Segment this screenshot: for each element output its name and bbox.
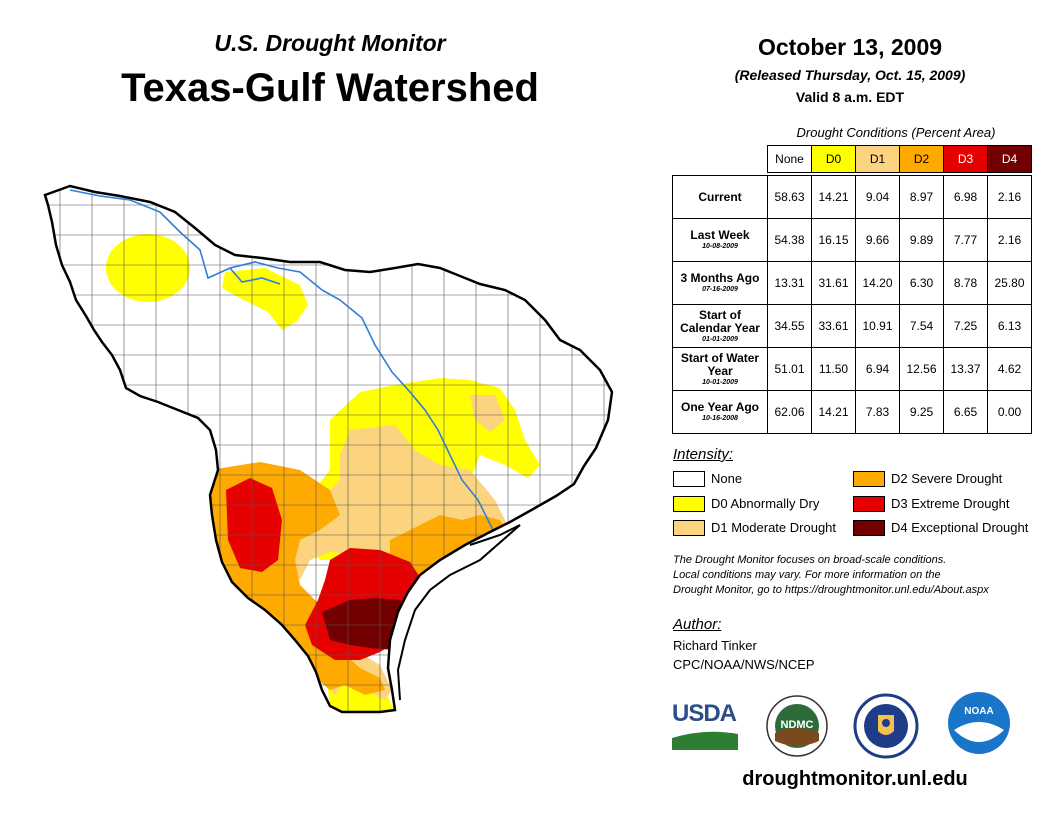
table-cell: 7.54 xyxy=(899,304,944,348)
table-cell: 9.66 xyxy=(855,218,900,262)
commerce-seal-icon xyxy=(853,693,919,759)
table-corner xyxy=(673,146,768,173)
table-row: Start of Water Year 10-01-2009 51.01 11.5… xyxy=(672,347,1032,391)
col-d1: D1 xyxy=(855,145,900,173)
table-cell: 4.62 xyxy=(987,347,1032,391)
legend-swatch xyxy=(853,495,885,512)
basin-outline xyxy=(43,184,614,714)
row-label: 3 Months Ago 07-16-2009 xyxy=(672,261,768,305)
noaa-logo: NOAA xyxy=(948,692,1010,754)
map-date: October 13, 2009 xyxy=(757,34,943,60)
table-cell: 10.91 xyxy=(855,304,900,348)
drought-conditions-table: None D0 D1 D2 D3 D4 Current 58.63 14.21 … xyxy=(672,145,1032,434)
legend-item-d4: D4 Exceptional Drought xyxy=(853,519,1028,537)
row-label: Start of Calendar Year 01-01-2009 xyxy=(672,304,768,348)
svg-text:NOAA: NOAA xyxy=(964,706,993,717)
legend-swatch xyxy=(853,470,885,487)
author-name: Richard Tinker xyxy=(673,638,757,653)
legend-item-d0: D0 Abnormally Dry xyxy=(673,495,819,513)
author-org: CPC/NOAA/NWS/NCEP xyxy=(673,657,815,672)
table-row: 3 Months Ago 07-16-2009 13.31 31.61 14.20… xyxy=(672,261,1032,305)
coastline xyxy=(396,524,521,701)
table-cell: 34.55 xyxy=(767,304,812,348)
website-link[interactable]: droughtmonitor.unl.edu xyxy=(742,768,968,790)
usda-swoosh-icon xyxy=(672,731,738,750)
svg-text:NDMC: NDMC xyxy=(781,719,814,731)
col-d0: D0 xyxy=(811,145,856,173)
table-row: Current 58.63 14.21 9.04 8.97 6.98 2.16 xyxy=(672,175,1032,219)
table-cell: 6.65 xyxy=(943,390,988,434)
table-cell: 51.01 xyxy=(767,347,812,391)
table-cell: 62.06 xyxy=(767,390,812,434)
row-label: Start of Water Year 10-01-2009 xyxy=(672,347,768,391)
col-none: None xyxy=(767,145,812,173)
col-d4: D4 xyxy=(987,145,1032,173)
valid-time: Valid 8 a.m. EDT xyxy=(795,89,905,105)
table-cell: 9.89 xyxy=(899,218,944,262)
region-title: Texas-Gulf Watershed xyxy=(121,66,539,110)
table-cell: 33.61 xyxy=(811,304,856,348)
table-cell: 2.16 xyxy=(987,175,1032,219)
author-title: Author: xyxy=(673,616,722,633)
col-d3: D3 xyxy=(943,145,988,173)
legend-item-d3: D3 Extreme Drought xyxy=(853,495,1010,513)
ndmc-logo: NDMC xyxy=(766,695,828,757)
legend-swatch xyxy=(673,470,705,487)
table-cell: 7.77 xyxy=(943,218,988,262)
table-cell: 14.20 xyxy=(855,261,900,305)
legend-swatch xyxy=(673,495,705,512)
legend-item-d2: D2 Severe Drought xyxy=(853,470,1002,488)
table-header-row: None D0 D1 D2 D3 D4 xyxy=(673,145,1032,173)
legend-swatch xyxy=(673,519,705,536)
table-row: One Year Ago 10-16-2008 62.06 14.21 7.83 … xyxy=(672,390,1032,434)
table-cell: 2.16 xyxy=(987,218,1032,262)
table-cell: 6.98 xyxy=(943,175,988,219)
table-cell: 58.63 xyxy=(767,175,812,219)
table-cell: 14.21 xyxy=(811,390,856,434)
table-cell: 54.38 xyxy=(767,218,812,262)
table-cell: 0.00 xyxy=(987,390,1032,434)
note-text: The Drought Monitor focuses on broad-sca… xyxy=(673,554,989,596)
table-cell: 7.83 xyxy=(855,390,900,434)
table-cell: 14.21 xyxy=(811,175,856,219)
legend-title: Intensity: xyxy=(673,446,734,463)
table-cell: 7.25 xyxy=(943,304,988,348)
table-cell: 6.94 xyxy=(855,347,900,391)
legend-swatch xyxy=(853,519,885,536)
table-cell: 8.97 xyxy=(899,175,944,219)
table-cell: 25.80 xyxy=(987,261,1032,305)
row-label: Last Week 10-08-2009 xyxy=(672,218,768,262)
legend-item-none: None xyxy=(673,470,742,488)
table-cell: 9.04 xyxy=(855,175,900,219)
table-cell: 13.37 xyxy=(943,347,988,391)
table-row: Last Week 10-08-2009 54.38 16.15 9.66 9.8… xyxy=(672,218,1032,262)
table-row: Start of Calendar Year 01-01-2009 34.55 3… xyxy=(672,304,1032,348)
table-cell: 6.13 xyxy=(987,304,1032,348)
table-caption: Drought Conditions (Percent Area) xyxy=(796,125,996,140)
usda-logo: USDA xyxy=(672,700,738,750)
table-cell: 11.50 xyxy=(811,347,856,391)
row-label: One Year Ago 10-16-2008 xyxy=(672,390,768,434)
table-cell: 16.15 xyxy=(811,218,856,262)
table-cell: 31.61 xyxy=(811,261,856,305)
table-cell: 12.56 xyxy=(899,347,944,391)
table-cell: 6.30 xyxy=(899,261,944,305)
super-title: U.S. Drought Monitor xyxy=(214,30,446,56)
rivers xyxy=(69,189,499,541)
row-label: Current xyxy=(672,175,768,219)
release-date: (Released Thursday, Oct. 15, 2009) xyxy=(734,67,966,83)
table-cell: 9.25 xyxy=(899,390,944,434)
table-cell: 8.78 xyxy=(943,261,988,305)
drought-map xyxy=(43,184,614,714)
legend-item-d1: D1 Moderate Drought xyxy=(673,519,836,537)
table-cell: 13.31 xyxy=(767,261,812,305)
col-d2: D2 xyxy=(899,145,944,173)
